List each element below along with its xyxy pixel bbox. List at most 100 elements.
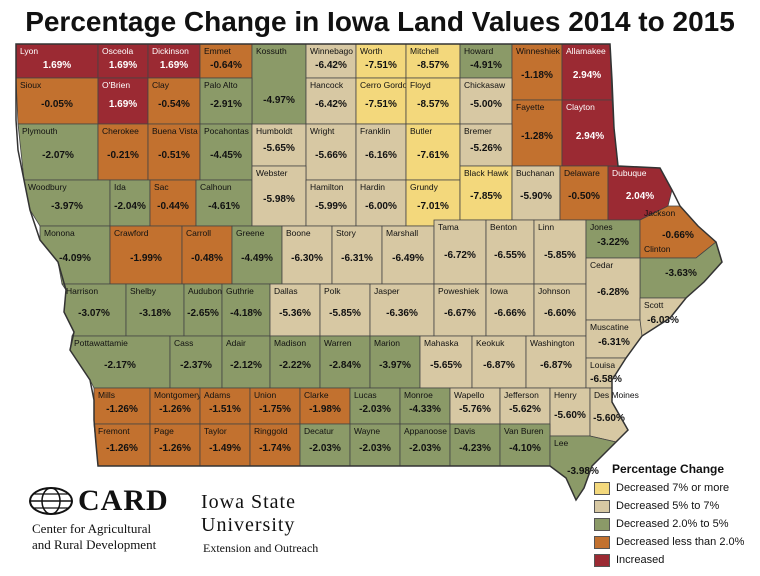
- county-value-label: -1.98%: [309, 404, 341, 415]
- county-name-label: Carroll: [186, 228, 211, 238]
- county-name-label: Appanoose: [404, 426, 447, 436]
- isu-logo-line1: Iowa State: [201, 491, 296, 513]
- county-name-label: Cass: [174, 338, 193, 348]
- county-value-label: -3.97%: [379, 360, 411, 371]
- county-name-label: Jasper: [374, 286, 400, 296]
- card-globe-icon: [29, 487, 73, 515]
- county-name-label: Pocahontas: [204, 126, 249, 136]
- county-name-label: Osceola: [102, 46, 133, 56]
- county-name-label: Iowa: [490, 286, 508, 296]
- county-value-label: -5.62%: [509, 404, 541, 415]
- county-value-label: -1.26%: [106, 443, 138, 454]
- county-value-label: -2.12%: [230, 360, 262, 371]
- county-value-label: -1.26%: [159, 404, 191, 415]
- county-des-moines: Des Moines -5.60%: [589, 387, 639, 443]
- county-franklin: Franklin -6.16%: [355, 123, 407, 181]
- card-logo-wordmark: CARD: [78, 484, 169, 517]
- county-montgomery: Montgomery -1.26%: [149, 387, 202, 425]
- county-muscatine: Muscatine -6.31%: [585, 319, 643, 359]
- county-name-label: O'Brien: [102, 80, 130, 90]
- county-name-label: Bremer: [464, 126, 492, 136]
- county-pottawattamie: Pottawattamie -2.17%: [69, 335, 171, 389]
- county-value-label: -5.36%: [279, 308, 311, 319]
- county-value-label: -7.51%: [365, 60, 397, 71]
- legend-swatch: [594, 535, 610, 549]
- legend-label: Increased: [616, 554, 665, 566]
- county-boone: Boone -6.30%: [281, 225, 333, 285]
- county-value-label: -6.30%: [291, 253, 323, 264]
- county-value-label: -6.36%: [386, 308, 418, 319]
- county-name-label: Pottawattamie: [74, 338, 128, 348]
- county-name-label: Buchanan: [516, 168, 555, 178]
- legend-swatch: [594, 481, 610, 495]
- county-value-label: 1.69%: [43, 60, 71, 71]
- county-grundy: Grundy -7.01%: [405, 179, 461, 227]
- county-name-label: Clayton: [566, 102, 595, 112]
- county-name-label: Louisa: [590, 360, 615, 370]
- county-value-label: 1.69%: [109, 99, 137, 110]
- county-woodbury: Woodbury -3.97%: [23, 179, 111, 227]
- county-value-label: -8.57%: [417, 60, 449, 71]
- county-value-label: -6.16%: [365, 150, 397, 161]
- legend-swatch: [594, 499, 610, 513]
- county-marshall: Marshall -6.49%: [381, 225, 435, 285]
- county-name-label: Guthrie: [226, 286, 254, 296]
- county-value-label: -2.65%: [187, 308, 219, 319]
- county-buchanan: Buchanan -5.90%: [511, 165, 561, 221]
- legend-title: Percentage Change: [612, 462, 725, 476]
- county-taylor: Taylor -1.49%: [199, 423, 251, 467]
- county-value-label: -6.42%: [315, 99, 347, 110]
- county-henry: Henry -5.60%: [549, 387, 591, 437]
- county-name-label: Emmet: [204, 46, 232, 56]
- county-value-label: -6.42%: [315, 60, 347, 71]
- county-emmet: Emmet -0.64%: [199, 43, 253, 79]
- county-name-label: Delaware: [564, 168, 600, 178]
- county-name-label: Wapello: [454, 390, 485, 400]
- county-story: Story -6.31%: [331, 225, 383, 285]
- county-jefferson: Jefferson -5.62%: [499, 387, 551, 425]
- legend-item-increased: Increased: [594, 551, 758, 569]
- county-mills: Mills -1.26%: [93, 387, 151, 425]
- county-clay: Clay -0.54%: [147, 77, 201, 125]
- county-butler: Butler -7.61%: [405, 123, 461, 181]
- county-value-label: -2.22%: [279, 360, 311, 371]
- county-winnebago: Winnebago -6.42%: [305, 43, 357, 79]
- county-value-label: -1.49%: [209, 443, 241, 454]
- county-value-label: -1.26%: [159, 443, 191, 454]
- county-name-label: Plymouth: [22, 126, 58, 136]
- county-ringgold: Ringgold -1.74%: [249, 423, 301, 467]
- county-name-label: Cerro Gordo: [360, 80, 408, 90]
- county-johnson: Johnson -6.60%: [533, 283, 587, 337]
- county-name-label: Jefferson: [504, 390, 539, 400]
- county-name-label: Wright: [310, 126, 335, 136]
- legend-label: Decreased 5% to 7%: [616, 500, 720, 512]
- county-jasper: Jasper -6.36%: [369, 283, 435, 337]
- county-value-label: -5.60%: [554, 410, 586, 421]
- county-name-label: Black Hawk: [464, 168, 509, 178]
- county-value-label: -6.03%: [647, 315, 679, 326]
- county-name-label: Davis: [454, 426, 475, 436]
- county-name-label: Buena Vista: [152, 126, 198, 136]
- map-title: Percentage Change in Iowa Land Values 20…: [25, 6, 735, 37]
- isu-logo-line2: University: [201, 514, 296, 536]
- county-name-label: Van Buren: [504, 426, 544, 436]
- county-value-label: -5.65%: [430, 360, 462, 371]
- county-value-label: 2.04%: [626, 191, 654, 202]
- county-value-label: -1.74%: [259, 443, 291, 454]
- county-name-label: Decatur: [304, 426, 334, 436]
- county-van-buren: Van Buren -4.10%: [499, 423, 551, 467]
- county-value-label: -8.57%: [417, 99, 449, 110]
- county-name-label: Howard: [464, 46, 494, 56]
- county-scott: Scott -6.03%: [639, 297, 687, 337]
- county-name-label: Keokuk: [476, 338, 505, 348]
- county-value-label: -0.51%: [158, 150, 190, 161]
- county-name-label: Adams: [204, 390, 230, 400]
- county-name-label: Winnebago: [310, 46, 353, 56]
- county-name-label: Des Moines: [594, 390, 639, 400]
- county-value-label: -6.67%: [444, 308, 476, 319]
- county-name-label: Floyd: [410, 80, 431, 90]
- county-name-label: Clinton: [644, 244, 671, 254]
- county-ida: Ida -2.04%: [109, 179, 151, 227]
- county-value-label: -1.28%: [521, 131, 553, 142]
- county-name-label: Montgomery: [154, 390, 202, 400]
